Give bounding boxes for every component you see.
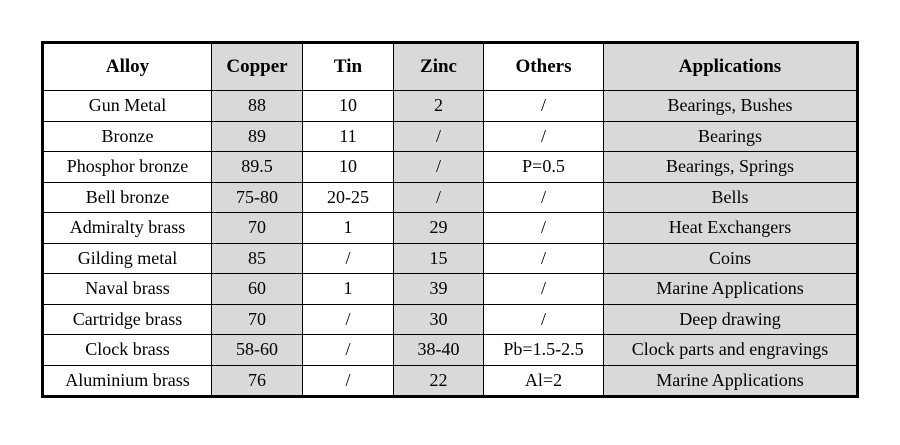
cell-copper: 70 <box>211 212 303 244</box>
cell-applications: Heat Exchangers <box>603 212 858 244</box>
cell-others: / <box>483 90 604 122</box>
cell-zinc: 22 <box>393 364 484 397</box>
cell-tin: 10 <box>302 90 394 122</box>
cell-zinc: / <box>393 120 484 152</box>
cell-zinc: 2 <box>393 90 484 122</box>
header-others: Others <box>483 42 604 91</box>
cell-tin: 20-25 <box>302 181 394 213</box>
cell-copper: 88 <box>211 90 303 122</box>
table-row: Aluminium brass 76 / 22 Al=2 Marine Appl… <box>42 364 858 397</box>
cell-alloy: Admiralty brass <box>42 212 212 244</box>
table-row: Phosphor bronze 89.5 10 / P=0.5 Bearings… <box>42 151 858 183</box>
cell-copper: 76 <box>211 364 303 397</box>
cell-copper: 70 <box>211 303 303 335</box>
cell-applications: Bells <box>603 181 858 213</box>
cell-tin: 1 <box>302 273 394 305</box>
header-copper: Copper <box>211 42 303 91</box>
cell-alloy: Bronze <box>42 120 212 152</box>
cell-others: Al=2 <box>483 364 604 397</box>
cell-zinc: / <box>393 181 484 213</box>
cell-copper: 85 <box>211 242 303 274</box>
header-alloy: Alloy <box>42 42 212 91</box>
table-row: Gilding metal 85 / 15 / Coins <box>42 242 858 274</box>
cell-alloy: Phosphor bronze <box>42 151 212 183</box>
cell-copper: 60 <box>211 273 303 305</box>
cell-tin: 11 <box>302 120 394 152</box>
cell-copper: 58-60 <box>211 334 303 366</box>
cell-zinc: 29 <box>393 212 484 244</box>
cell-tin: 1 <box>302 212 394 244</box>
cell-tin: / <box>302 242 394 274</box>
cell-alloy: Clock brass <box>42 334 212 366</box>
header-applications: Applications <box>603 42 858 91</box>
cell-applications: Clock parts and engravings <box>603 334 858 366</box>
table-row: Admiralty brass 70 1 29 / Heat Exchanger… <box>42 212 858 244</box>
cell-alloy: Gun Metal <box>42 90 212 122</box>
cell-others: Pb=1.5-2.5 <box>483 334 604 366</box>
cell-others: / <box>483 120 604 152</box>
table-row: Cartridge brass 70 / 30 / Deep drawing <box>42 303 858 335</box>
cell-copper: 89 <box>211 120 303 152</box>
cell-alloy: Gilding metal <box>42 242 212 274</box>
cell-tin: / <box>302 334 394 366</box>
cell-zinc: / <box>393 151 484 183</box>
cell-copper: 75-80 <box>211 181 303 213</box>
cell-applications: Bearings, Bushes <box>603 90 858 122</box>
cell-applications: Deep drawing <box>603 303 858 335</box>
cell-copper: 89.5 <box>211 151 303 183</box>
cell-applications: Coins <box>603 242 858 274</box>
cell-alloy: Naval brass <box>42 273 212 305</box>
header-zinc: Zinc <box>393 42 484 91</box>
table-row: Clock brass 58-60 / 38-40 Pb=1.5-2.5 Clo… <box>42 334 858 366</box>
cell-tin: / <box>302 303 394 335</box>
cell-alloy: Cartridge brass <box>42 303 212 335</box>
alloy-composition-table-container: Alloy Copper Tin Zinc Others Application… <box>41 41 859 398</box>
table-row: Bell bronze 75-80 20-25 / / Bells <box>42 181 858 213</box>
table-row: Gun Metal 88 10 2 / Bearings, Bushes <box>42 90 858 122</box>
cell-others: / <box>483 273 604 305</box>
cell-others: / <box>483 303 604 335</box>
cell-alloy: Aluminium brass <box>42 364 212 397</box>
table-header-row: Alloy Copper Tin Zinc Others Application… <box>42 42 858 91</box>
cell-zinc: 38-40 <box>393 334 484 366</box>
cell-others: / <box>483 212 604 244</box>
table-row: Bronze 89 11 / / Bearings <box>42 120 858 152</box>
cell-tin: 10 <box>302 151 394 183</box>
cell-applications: Marine Applications <box>603 273 858 305</box>
alloy-composition-table: Alloy Copper Tin Zinc Others Application… <box>41 41 859 398</box>
cell-others: P=0.5 <box>483 151 604 183</box>
table-row: Naval brass 60 1 39 / Marine Application… <box>42 273 858 305</box>
cell-tin: / <box>302 364 394 397</box>
cell-applications: Bearings, Springs <box>603 151 858 183</box>
cell-zinc: 30 <box>393 303 484 335</box>
cell-others: / <box>483 242 604 274</box>
cell-zinc: 39 <box>393 273 484 305</box>
cell-alloy: Bell bronze <box>42 181 212 213</box>
cell-applications: Marine Applications <box>603 364 858 397</box>
cell-zinc: 15 <box>393 242 484 274</box>
header-tin: Tin <box>302 42 394 91</box>
cell-applications: Bearings <box>603 120 858 152</box>
cell-others: / <box>483 181 604 213</box>
